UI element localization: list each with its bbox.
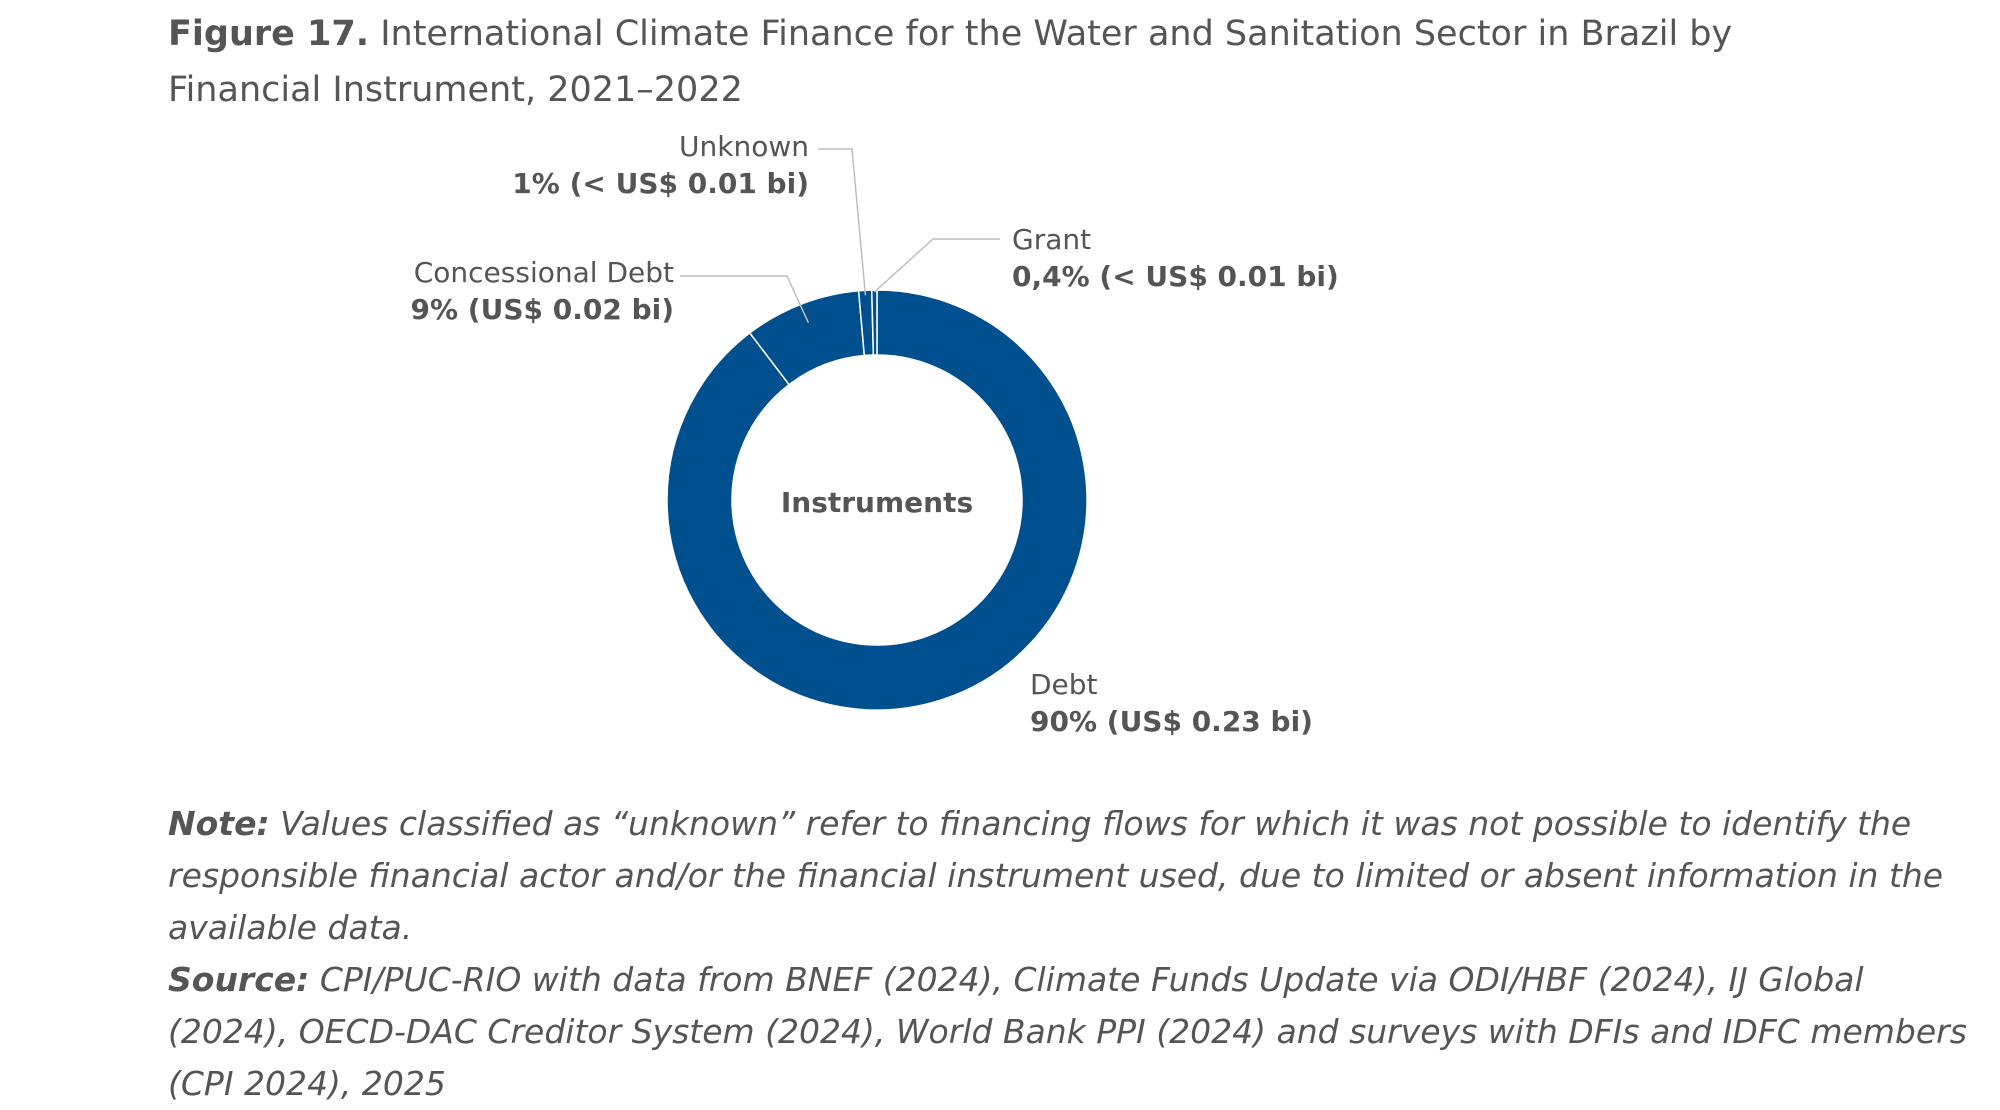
note-label: Note: <box>168 804 270 843</box>
label-grant-name: Grant <box>1012 223 1091 256</box>
note: Note: Values classified as “unknown” ref… <box>168 798 1968 954</box>
leader-lines <box>680 148 1000 324</box>
note-text: Values classified as “unknown” refer to … <box>168 804 1944 947</box>
label-concessional-debt-value: 9% (US$ 0.02 bi) <box>411 293 674 326</box>
donut-slices <box>666 289 1088 711</box>
label-concessional-debt-name: Concessional Debt <box>414 256 674 289</box>
source-text: CPI/PUC-RIO with data from BNEF (2024), … <box>168 960 1967 1103</box>
figure-title: Figure 17. International Climate Finance… <box>168 6 1808 118</box>
source-label: Source: <box>168 960 310 999</box>
footnotes: Note: Values classified as “unknown” ref… <box>168 798 1968 1110</box>
label-debt-value: 90% (US$ 0.23 bi) <box>1030 705 1313 738</box>
donut-chart: Instruments Unknown 1% (< US$ 0.01 bi) C… <box>411 130 1339 738</box>
leader-line-unknown <box>818 148 867 296</box>
source: Source: CPI/PUC-RIO with data from BNEF … <box>168 954 1968 1110</box>
label-debt-name: Debt <box>1030 668 1098 701</box>
label-unknown-name: Unknown <box>679 130 809 163</box>
slice-debt <box>666 289 1088 711</box>
leader-line-grant <box>873 238 1000 293</box>
slice-grant <box>870 289 878 356</box>
figure-number: Figure 17. <box>168 14 370 54</box>
leader-line-concessional-debt <box>680 275 810 324</box>
figure-title-text: International Climate Finance for the Wa… <box>168 14 1733 110</box>
label-unknown-value: 1% (< US$ 0.01 bi) <box>512 167 809 200</box>
center-label: Instruments <box>781 486 973 519</box>
label-grant-value: 0,4% (< US$ 0.01 bi) <box>1012 260 1339 293</box>
